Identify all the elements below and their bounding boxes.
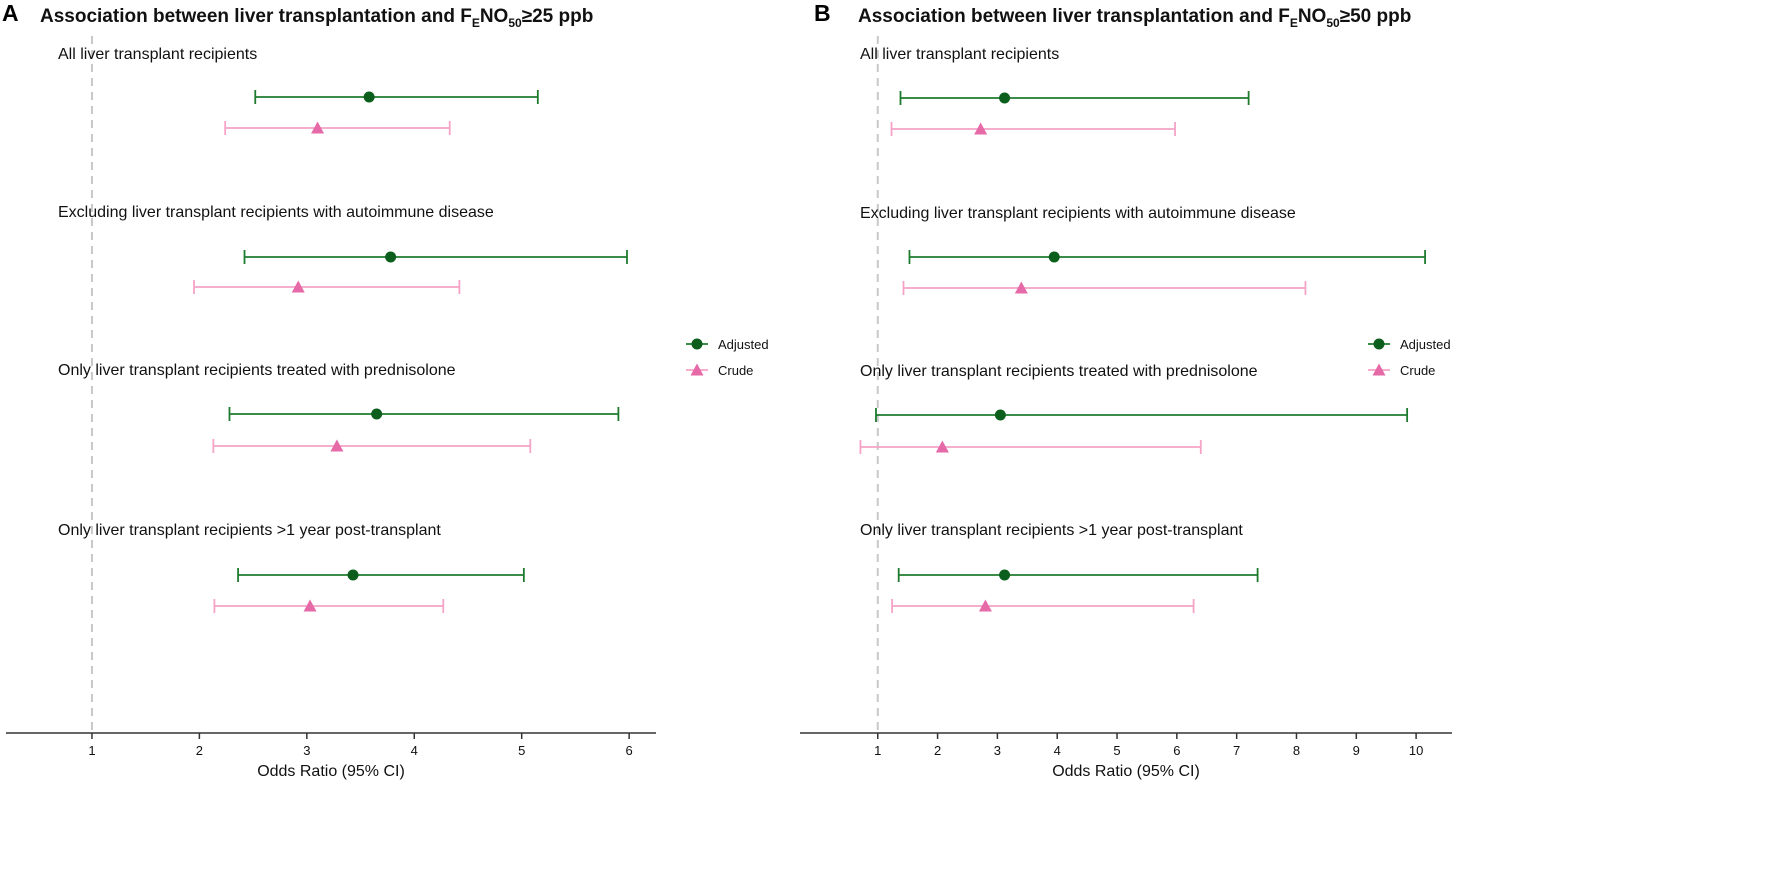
x-tick-label: 4 [411,743,418,758]
panel-letter: A [2,0,19,26]
x-tick-label: 7 [1233,743,1240,758]
title-mid: NO [479,6,509,27]
legend-crude-label: Crude [718,363,753,378]
crude-point [935,440,949,453]
group-label: Only liver transplant recipients >1 year… [58,522,441,539]
title-suffix: ≥25 ppb [521,6,594,27]
x-tick-label: 1 [874,743,881,758]
legend-adjusted-marker [691,338,703,350]
adjusted-point [363,91,375,103]
group-label: Only liver transplant recipients treated… [58,362,456,379]
adjusted-point [371,408,383,420]
crude-point [1014,281,1028,294]
x-axis-label: Odds Ratio (95% CI) [1052,763,1200,780]
crude-point [978,599,992,612]
panel-title: Association between liver transplantatio… [40,6,593,30]
legend-crude-label: Crude [1400,363,1435,378]
x-tick-label: 1 [88,743,95,758]
panel-letter: B [814,0,831,26]
x-tick-label: 9 [1353,743,1360,758]
crude-point [291,280,305,293]
x-tick-label: 5 [518,743,525,758]
group-label: Only liver transplant recipients treated… [860,363,1258,380]
panel-title: Association between liver transplantatio… [858,6,1411,30]
legend-crude-marker [690,363,704,376]
x-tick-label: 2 [934,743,941,758]
title-prefix: Association between liver transplantatio… [858,6,1290,27]
group-label: Excluding liver transplant recipients wi… [860,205,1296,222]
x-axis-label: Odds Ratio (95% CI) [257,763,405,780]
x-tick-label: 10 [1409,743,1423,758]
panel-a: A Association between liver transplantat… [0,0,880,881]
legend-crude-marker [1372,363,1386,376]
legend-adjusted-label: Adjusted [718,337,769,352]
forest-plot-b: 1 2 3 4 5 6 7 8 9 10 Odds Ratio (95% CI) All liver … [800,36,1452,780]
x-tick-label: 6 [626,743,633,758]
x-tick-label: 4 [1054,743,1061,758]
adjusted-point [347,569,359,581]
title-suffix: ≥50 ppb [1339,6,1412,27]
adjusted-point [999,92,1011,104]
adjusted-point [999,569,1011,581]
forest-plot-a: 1 2 3 4 5 6 Odds Ratio (95% CI) All liver trans… [6,36,769,780]
x-tick-label: 2 [196,743,203,758]
group-label: All liver transplant recipients [860,46,1059,63]
legend-adjusted-marker [1373,338,1385,350]
x-tick-label: 6 [1173,743,1180,758]
crude-point [974,122,988,135]
group-label: Only liver transplant recipients >1 year… [860,522,1243,539]
x-tick-label: 3 [994,743,1001,758]
x-tick-label: 5 [1113,743,1120,758]
title-prefix: Association between liver transplantatio… [40,6,472,27]
x-tick-label: 8 [1293,743,1300,758]
group-label: Excluding liver transplant recipients wi… [58,204,494,221]
crude-point [303,599,317,612]
title-sub-e: E [1289,15,1298,30]
adjusted-point [1048,251,1060,263]
group-label: All liver transplant recipients [58,46,257,63]
adjusted-point [994,409,1006,421]
legend-adjusted-label: Adjusted [1400,337,1451,352]
title-sub-50: 50 [508,15,522,30]
crude-point [311,121,325,134]
adjusted-point [385,251,397,263]
crude-point [330,439,344,452]
title-sub-e: E [471,15,480,30]
x-tick-label: 3 [303,743,310,758]
panel-b: B Association between liver transplantat… [800,0,1772,881]
title-mid: NO [1297,6,1327,27]
title-sub-50: 50 [1326,15,1340,30]
